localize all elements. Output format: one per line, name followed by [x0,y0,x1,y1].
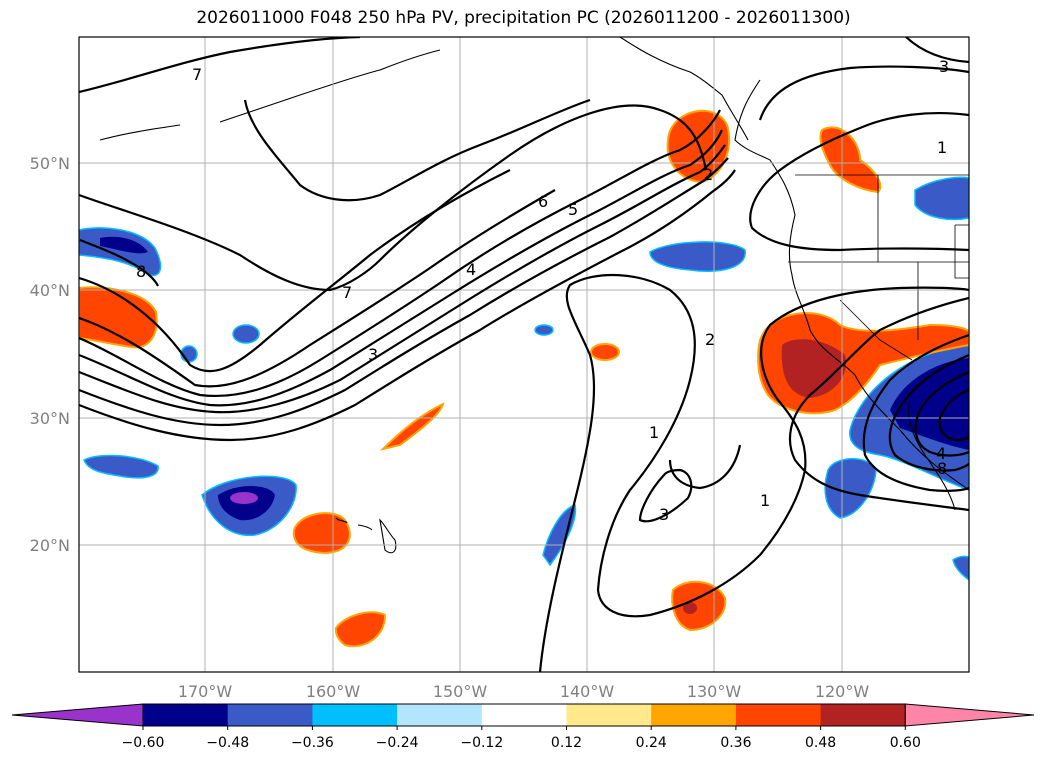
negative-anomaly [79,227,162,277]
lon-label: 170°W [178,682,233,701]
contour-label: 2 [703,165,713,184]
colorbar-segment [312,704,398,726]
positive-anomaly [334,611,387,648]
colorbar-tick-label: 0.48 [805,735,836,751]
contour-label: 1 [937,138,947,157]
contour-label: 8 [937,459,947,478]
contour-label: 1 [760,491,770,510]
negative-anomaly [232,324,260,344]
contour-label: 3 [368,345,378,364]
contour-label: 1 [649,423,659,442]
colorbar: −0.60 −0.48 −0.36 −0.24 −0.12 0.12 0.24 0.36 0.4… [11,703,1035,751]
colorbar-segment [227,704,313,726]
lat-label: 30°N [30,409,70,428]
colorbar-tick-label: −0.60 [122,735,165,751]
map-frame [78,36,970,673]
negative-anomaly [914,176,969,221]
negative-anomaly-peak [230,492,258,504]
colorbar-tick-label: 0.12 [551,735,582,751]
contour-label: 7 [192,65,202,84]
colorbar-extend-max [904,703,1035,727]
contour-label: 7 [342,283,352,302]
contour-label: 4 [936,444,946,463]
longitude-axis: 170°W 160°W 150°W 140°W 130°W 120°W [178,682,870,701]
positive-anomaly-core [683,602,697,614]
colorbar-tick-label: 0.36 [720,735,751,751]
latitude-axis: 50°N 40°N 30°N 20°N [30,154,70,555]
colorbar-segment [735,704,822,726]
lon-label: 140°W [560,682,615,701]
negative-anomaly [83,454,159,479]
coastlines [99,37,969,554]
positive-anomaly [671,580,727,632]
negative-anomaly [534,324,554,336]
colorbar-extend-min [11,703,144,727]
negative-anomaly [542,504,577,567]
positive-anomaly [292,512,351,555]
colorbar-tick-label: 0.60 [890,735,921,751]
contour-label: 4 [466,260,476,279]
colorbar-segment [481,704,567,726]
colorbar-tick-label: −0.24 [376,735,419,751]
colorbar-segment [820,704,906,726]
contour-labels: 7 6 5 4 7 3 2 2 1 3 1 1 3 4 8 8 [136,57,949,524]
lon-label: 160°W [306,682,361,701]
colorbar-segment [397,704,483,726]
colorbar-tick-label: −0.36 [291,735,334,751]
colorbar-segment [566,704,652,726]
positive-anomaly [590,343,620,361]
colorbar-tick-label: −0.12 [460,735,503,751]
pv-contours [79,37,969,672]
colorbar-segment [651,704,737,726]
lon-label: 120°W [815,682,870,701]
gridlines [79,37,969,672]
lat-label: 50°N [30,154,70,173]
colorbar-tick-label: 0.24 [636,735,667,751]
contour-label: 3 [939,57,949,76]
contour-label: 8 [136,262,146,281]
political-borders [788,174,969,361]
colorbar-segment [143,704,229,726]
lat-label: 20°N [30,536,70,555]
negative-anomaly [952,555,969,581]
contour-label: 6 [538,192,548,211]
lon-label: 130°W [687,682,742,701]
contour-label: 5 [568,200,578,219]
contour-label: 3 [659,505,669,524]
negative-anomaly-core [100,236,148,254]
negative-anomaly [649,241,746,272]
lon-label: 150°W [433,682,488,701]
lat-label: 40°N [30,281,70,300]
colorbar-tick-label: −0.48 [206,735,249,751]
colorbar-outline [142,703,906,727]
contour-label: 2 [705,330,715,349]
map-title: 2026011000 F048 250 hPa PV, precipitatio… [196,8,851,28]
positive-anomaly [379,402,445,451]
